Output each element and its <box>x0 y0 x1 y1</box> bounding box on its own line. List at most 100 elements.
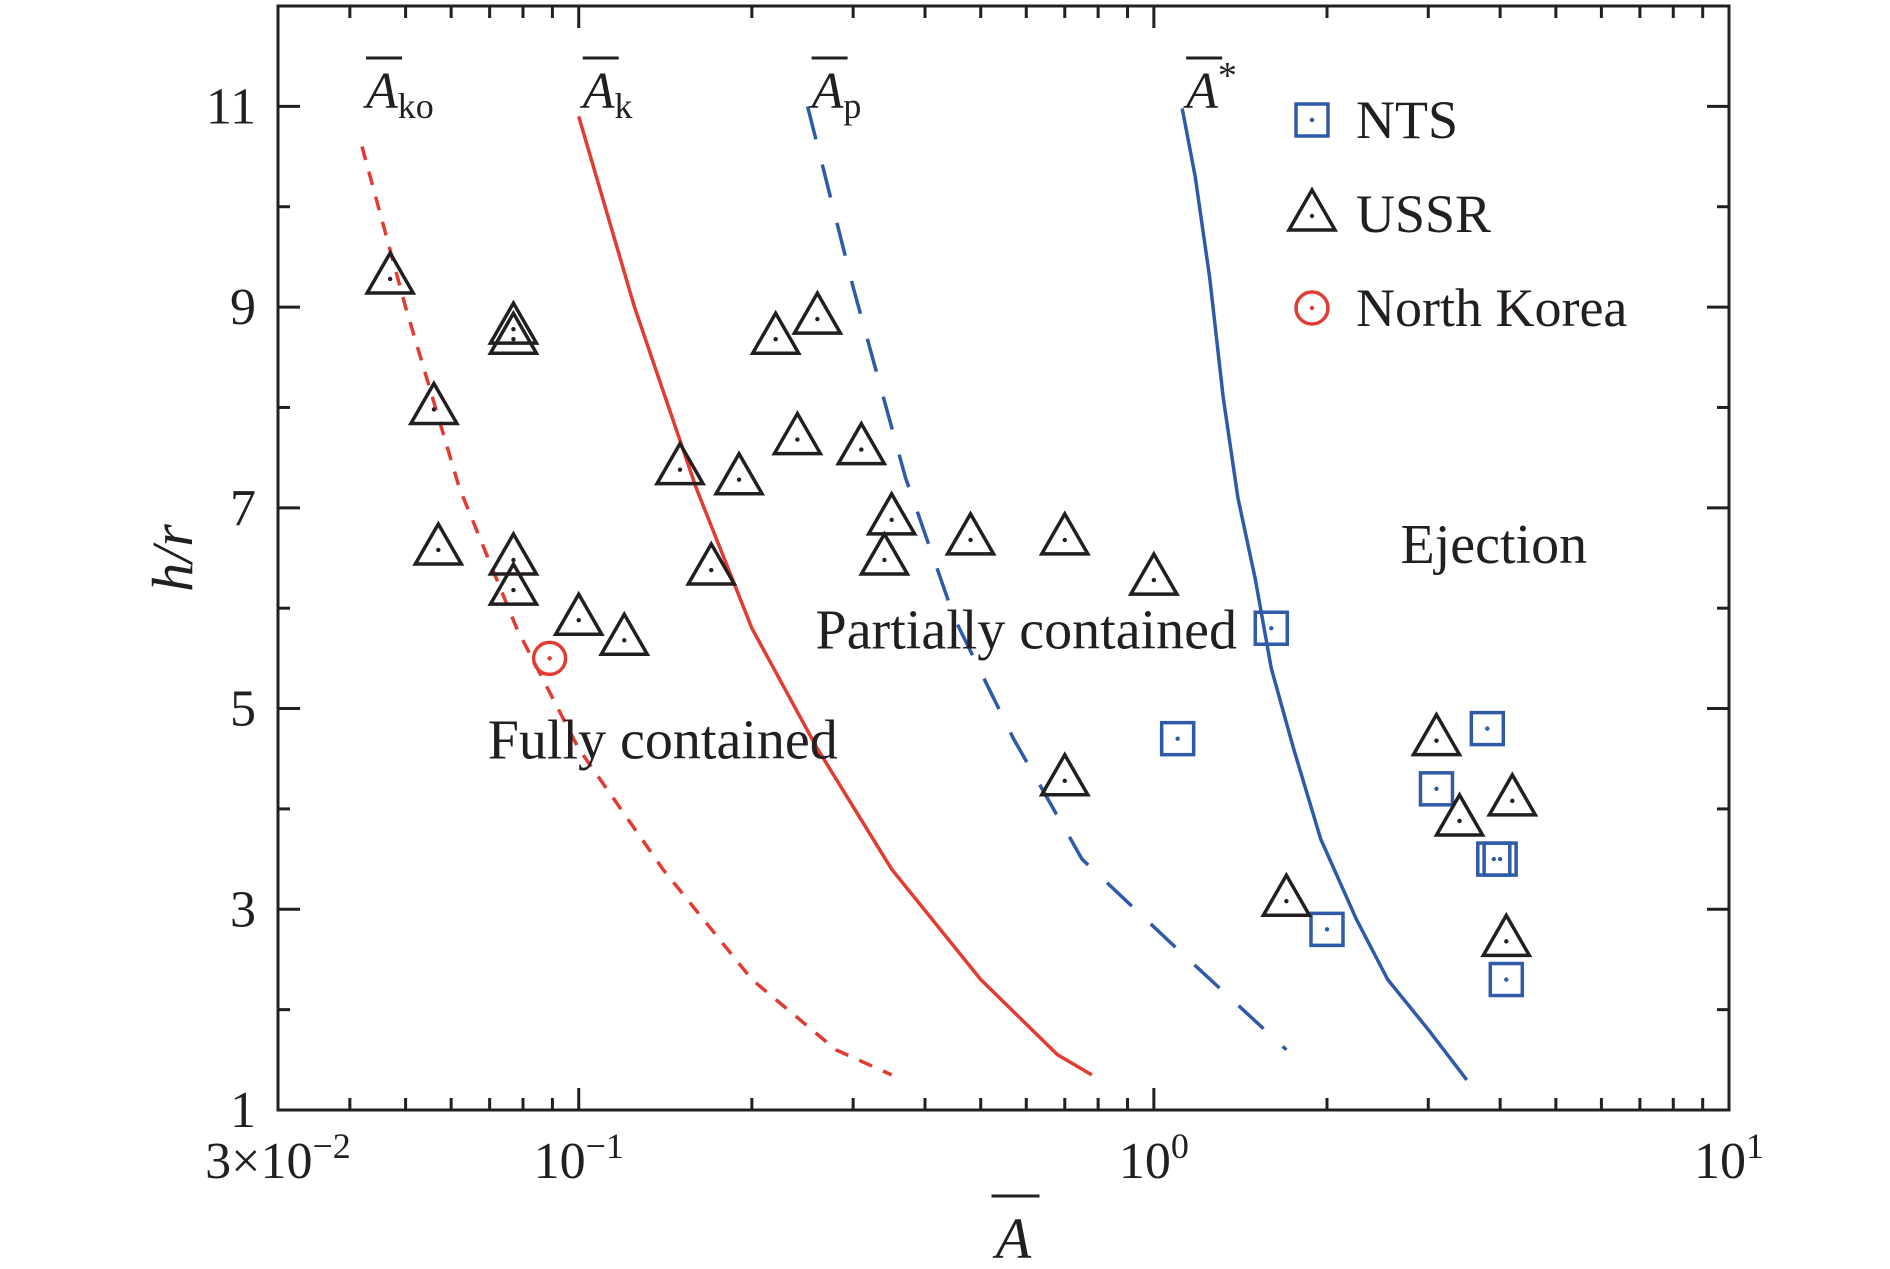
marker-shape <box>1159 720 1196 757</box>
marker-shape <box>412 520 465 566</box>
curve-k <box>577 115 1093 1077</box>
marker-dot <box>1151 577 1157 583</box>
marker-dot <box>1269 626 1274 631</box>
x-tick-label: 3×10−2 <box>205 1126 351 1190</box>
marker-shape <box>407 379 460 426</box>
point-nts <box>1482 841 1518 877</box>
boundary-curves <box>360 105 1469 1081</box>
y-tick-label: 7 <box>230 480 256 537</box>
marker-dot <box>1485 726 1490 731</box>
marker-dot <box>736 477 742 482</box>
region-label: Fully contained <box>488 710 838 772</box>
point-nts <box>1418 771 1455 807</box>
x-tick-label: 100 <box>1119 1126 1189 1190</box>
marker-dot <box>1497 856 1503 862</box>
point-ussr <box>713 450 766 496</box>
y-tick-label: 5 <box>230 681 256 738</box>
y-tick-label: 11 <box>206 78 256 135</box>
marker-shape <box>1486 771 1539 817</box>
marker-shape <box>598 610 651 657</box>
data-points <box>364 249 1539 998</box>
point-ussr <box>944 510 997 556</box>
marker-dot <box>436 547 441 553</box>
axes: 3×10−2 10−1 100 101 1 3 5 7 9 11 Ah/r <box>140 4 1764 1269</box>
legend-marker-nts <box>1294 102 1330 138</box>
marker-dot <box>1510 798 1515 804</box>
marker-dot <box>882 557 887 563</box>
point-ussr <box>1127 550 1180 596</box>
marker-shape <box>685 540 738 586</box>
legend-label: NTS <box>1356 90 1458 150</box>
marker-dot <box>889 517 894 523</box>
marker-shape <box>1469 710 1506 747</box>
curve-p <box>805 105 1288 1052</box>
point-ussr <box>791 289 844 335</box>
x-tick-label: 10−1 <box>534 1126 624 1190</box>
marker-shape <box>487 309 540 355</box>
marker-dot <box>1434 738 1439 743</box>
marker-shape <box>1253 610 1290 647</box>
x-tick-label: 101 <box>1694 1126 1764 1190</box>
curve-label-p: Ap <box>809 63 862 126</box>
marker-dot <box>773 337 778 342</box>
marker-dot <box>547 656 552 661</box>
curve-label-k: Ak <box>580 63 633 126</box>
marker-shape <box>1433 791 1486 837</box>
point-ussr <box>653 440 707 486</box>
marker-dot <box>576 618 581 623</box>
marker-shape <box>364 249 417 295</box>
marker-shape <box>791 289 844 335</box>
point-ussr <box>487 530 540 576</box>
marker-dot <box>1324 927 1330 932</box>
marker-dot <box>1309 117 1315 123</box>
legend-label: North Korea <box>1356 278 1627 338</box>
point-ussr <box>487 309 540 355</box>
marker-shape <box>1294 290 1330 326</box>
marker-dot <box>709 567 714 573</box>
point-ussr <box>487 299 540 345</box>
curve-label-ko: Ako <box>363 63 434 126</box>
marker-shape <box>1285 186 1339 232</box>
region-label: Ejection <box>1401 514 1588 576</box>
marker-dot <box>1062 778 1067 783</box>
point-nts <box>1488 961 1525 998</box>
marker-dot <box>511 326 516 332</box>
marker-dot <box>1504 977 1509 982</box>
point-ussr <box>749 309 802 355</box>
y-axis-title: h/r <box>140 524 205 592</box>
point-ussr <box>685 540 738 586</box>
marker-dot <box>431 407 437 412</box>
marker-dot <box>387 276 393 282</box>
legend-marker-north-korea <box>1294 290 1330 326</box>
marker-dot <box>511 557 516 563</box>
marker-shape <box>771 410 824 456</box>
marker-dot <box>1284 899 1289 904</box>
marker-shape <box>1482 841 1518 877</box>
marker-dot <box>968 537 973 543</box>
point-ussr <box>835 420 888 466</box>
marker-shape <box>858 530 911 576</box>
legend: NTS USSR North Korea <box>1285 90 1627 338</box>
point-ussr <box>407 379 460 426</box>
point-ussr <box>1433 791 1486 837</box>
curve-label-*: A* <box>1183 55 1237 120</box>
region-label: Partially contained <box>816 599 1237 661</box>
point-ussr <box>771 410 824 456</box>
marker-shape <box>487 299 540 345</box>
point-ussr <box>865 490 918 536</box>
point-ussr <box>858 530 911 576</box>
marker-dot <box>511 587 516 593</box>
labels: Ako Ak Ap A* Fully contained Partially contai… <box>363 55 1587 772</box>
point-north-korea <box>531 640 568 677</box>
marker-dot <box>1062 537 1067 543</box>
marker-dot <box>1457 818 1462 824</box>
marker-dot <box>622 638 627 643</box>
marker-dot <box>1309 305 1315 311</box>
marker-shape <box>531 640 568 677</box>
point-ussr <box>1480 911 1533 958</box>
point-ussr <box>598 610 651 657</box>
y-tick-label: 1 <box>230 1082 256 1139</box>
marker-dot <box>1491 856 1497 862</box>
point-ussr <box>1260 871 1313 917</box>
